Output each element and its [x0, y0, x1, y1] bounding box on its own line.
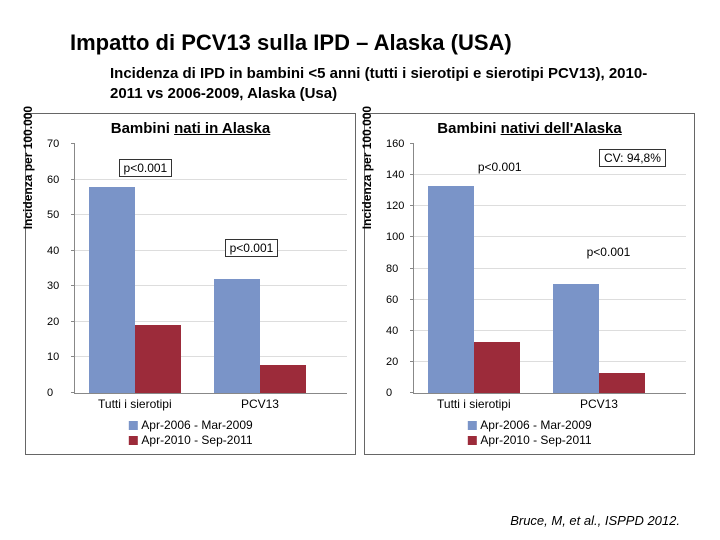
legend-swatch-icon [467, 436, 476, 445]
y-tick-label: 30 [47, 280, 59, 292]
citation: Bruce, M, et al., ISPPD 2012. [510, 513, 680, 528]
charts-container: Bambini nati in Alaska Incidenza per 100… [0, 113, 720, 455]
chart-right-title-underline: nativi dell'Alaska [501, 120, 622, 137]
legend-swatch-icon [128, 421, 137, 430]
x-category-label: PCV13 [241, 397, 279, 411]
bar-series1 [428, 186, 474, 393]
y-tick-label: 100 [386, 231, 404, 243]
legend-item: Apr-2010 - Sep-2011 [467, 433, 591, 447]
y-tick-label: 20 [386, 356, 398, 368]
y-tick-label: 50 [47, 209, 59, 221]
chart-left-plot-area: 010203040506070Tutti i sierotipiPCV13p<0… [74, 144, 347, 394]
chart-left-ylabel: Incidenza per 100.000 [21, 106, 35, 229]
y-tick-label: 120 [386, 200, 404, 212]
legend-label: Apr-2010 - Sep-2011 [480, 433, 591, 447]
legend-item: Apr-2010 - Sep-2011 [128, 433, 252, 447]
y-tick-label: 80 [386, 263, 398, 275]
bar-series1 [214, 279, 260, 393]
legend-label: Apr-2006 - Mar-2009 [480, 418, 591, 432]
bar-series2 [599, 373, 645, 393]
y-tick-label: 140 [386, 169, 404, 181]
chart-left: Bambini nati in Alaska Incidenza per 100… [25, 113, 356, 455]
y-tick-label: 40 [386, 325, 398, 337]
y-tick-label: 70 [47, 138, 59, 150]
chart-left-title-pre: Bambini [111, 120, 174, 137]
chart-right: Bambini nativi dell'Alaska Incidenza per… [364, 113, 695, 455]
chart-right-title-pre: Bambini [437, 120, 500, 137]
chart-right-plot: 020406080100120140160Tutti i sierotipiPC… [413, 144, 686, 394]
bar-series2 [260, 365, 306, 393]
x-category-label: Tutti i sierotipi [98, 397, 172, 411]
x-category-label: PCV13 [580, 397, 618, 411]
chart-annotation: CV: 94,8% [599, 149, 666, 167]
chart-annotation: p<0.001 [225, 239, 279, 257]
y-tick-label: 40 [47, 245, 59, 257]
bar-series2 [135, 325, 181, 393]
chart-right-title: Bambini nativi dell'Alaska [365, 114, 694, 139]
bar-series1 [89, 187, 135, 393]
y-tick-label: 20 [47, 316, 59, 328]
chart-left-title: Bambini nati in Alaska [26, 114, 355, 139]
chart-right-plot-area: 020406080100120140160Tutti i sierotipiPC… [413, 144, 686, 394]
bar-series2 [474, 342, 520, 393]
legend-swatch-icon [128, 436, 137, 445]
y-tick-label: 0 [47, 387, 53, 399]
x-category-label: Tutti i sierotipi [437, 397, 511, 411]
chart-left-title-underline: nati in Alaska [174, 120, 270, 137]
y-tick-label: 0 [386, 387, 392, 399]
y-tick-label: 60 [386, 294, 398, 306]
y-tick-label: 160 [386, 138, 404, 150]
y-tick-label: 10 [47, 351, 59, 363]
chart-annotation: p<0.001 [583, 244, 635, 260]
chart-annotation: p<0.001 [474, 159, 526, 175]
page-title: Impatto di PCV13 sulla IPD – Alaska (USA… [0, 0, 720, 64]
chart-left-plot: 010203040506070Tutti i sierotipiPCV13p<0… [74, 144, 347, 394]
legend-item: Apr-2006 - Mar-2009 [467, 418, 591, 432]
chart-right-legend: Apr-2006 - Mar-2009 Apr-2010 - Sep-2011 [467, 417, 591, 448]
y-tick-label: 60 [47, 174, 59, 186]
bar-series1 [553, 284, 599, 393]
chart-right-ylabel: Incidenza per 100.000 [360, 106, 374, 229]
legend-item: Apr-2006 - Mar-2009 [128, 418, 252, 432]
legend-label: Apr-2006 - Mar-2009 [141, 418, 252, 432]
chart-left-legend: Apr-2006 - Mar-2009 Apr-2010 - Sep-2011 [128, 417, 252, 448]
legend-label: Apr-2010 - Sep-2011 [141, 433, 252, 447]
chart-annotation: p<0.001 [119, 159, 173, 177]
legend-swatch-icon [467, 421, 476, 430]
